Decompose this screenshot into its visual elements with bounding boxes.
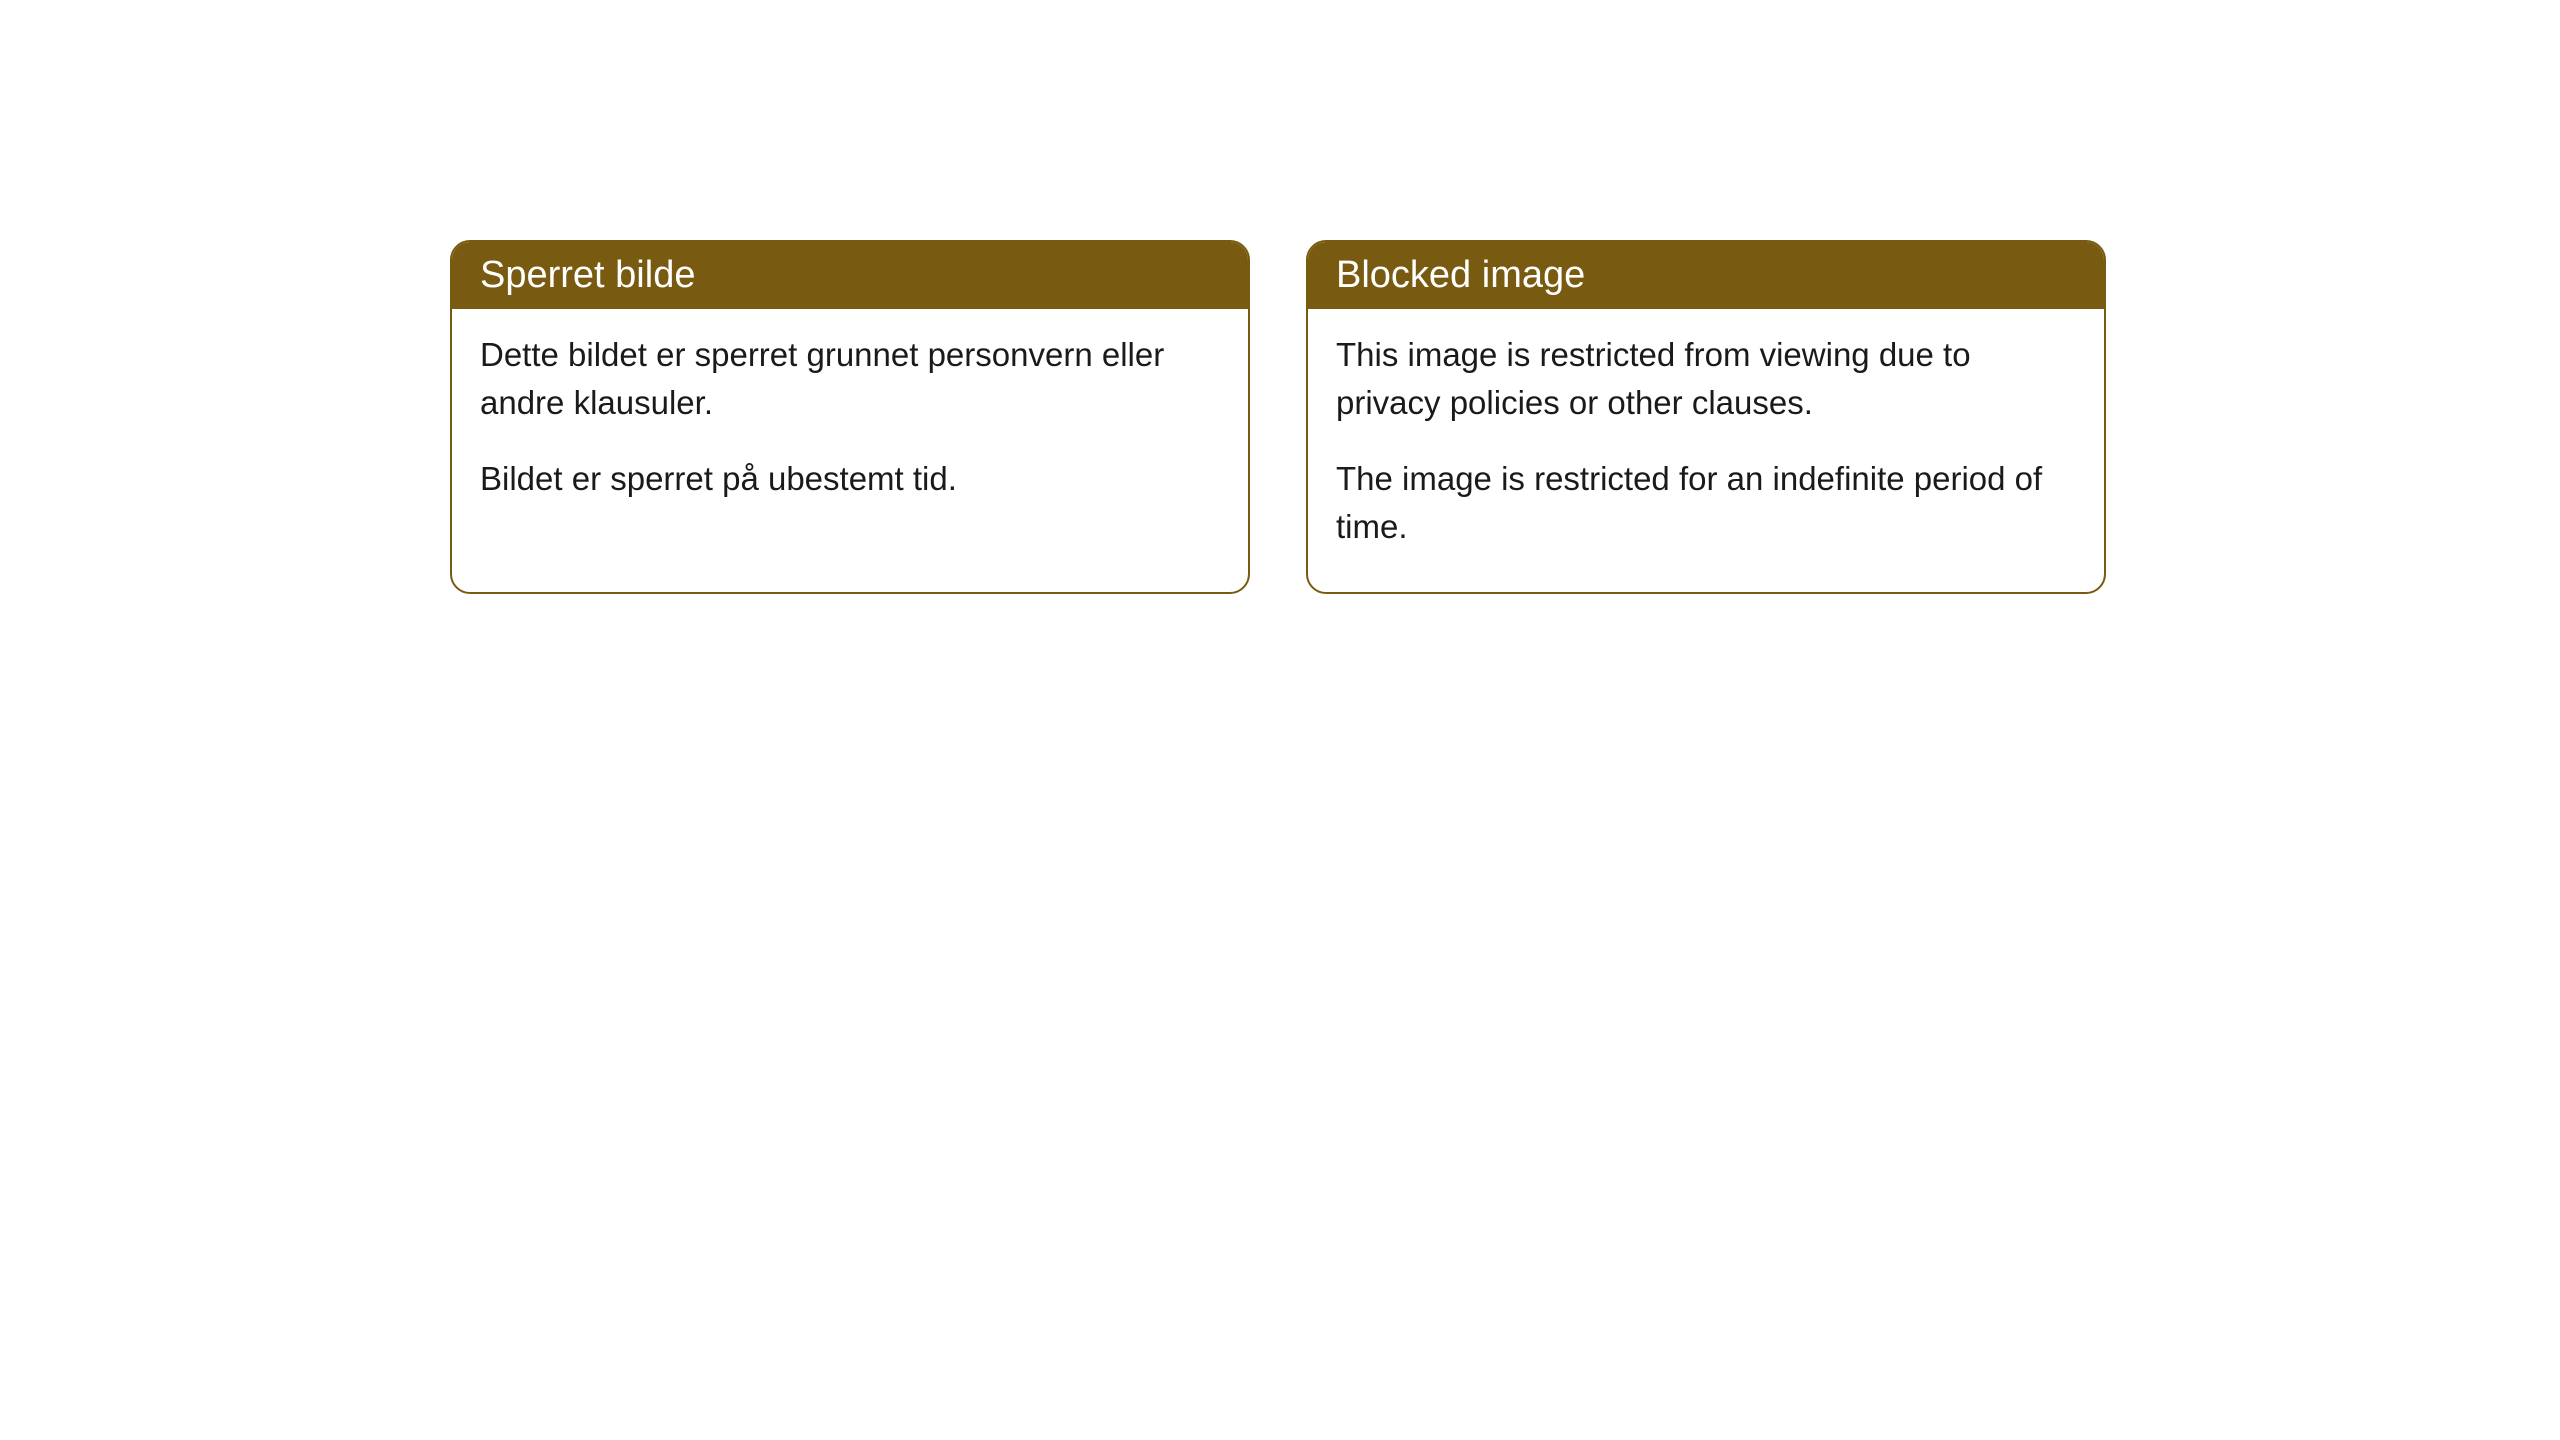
card-header-norwegian: Sperret bilde [452, 242, 1248, 309]
card-body-english: This image is restricted from viewing du… [1308, 309, 2104, 592]
card-header-english: Blocked image [1308, 242, 2104, 309]
notice-cards-container: Sperret bilde Dette bildet er sperret gr… [450, 240, 2106, 594]
card-title: Sperret bilde [480, 254, 695, 296]
card-body-norwegian: Dette bildet er sperret grunnet personve… [452, 309, 1248, 545]
card-paragraph: Bildet er sperret på ubestemt tid. [480, 455, 1220, 503]
blocked-image-card-english: Blocked image This image is restricted f… [1306, 240, 2106, 594]
card-paragraph: The image is restricted for an indefinit… [1336, 455, 2076, 551]
card-paragraph: Dette bildet er sperret grunnet personve… [480, 331, 1220, 427]
blocked-image-card-norwegian: Sperret bilde Dette bildet er sperret gr… [450, 240, 1250, 594]
card-title: Blocked image [1336, 254, 1585, 296]
card-paragraph: This image is restricted from viewing du… [1336, 331, 2076, 427]
